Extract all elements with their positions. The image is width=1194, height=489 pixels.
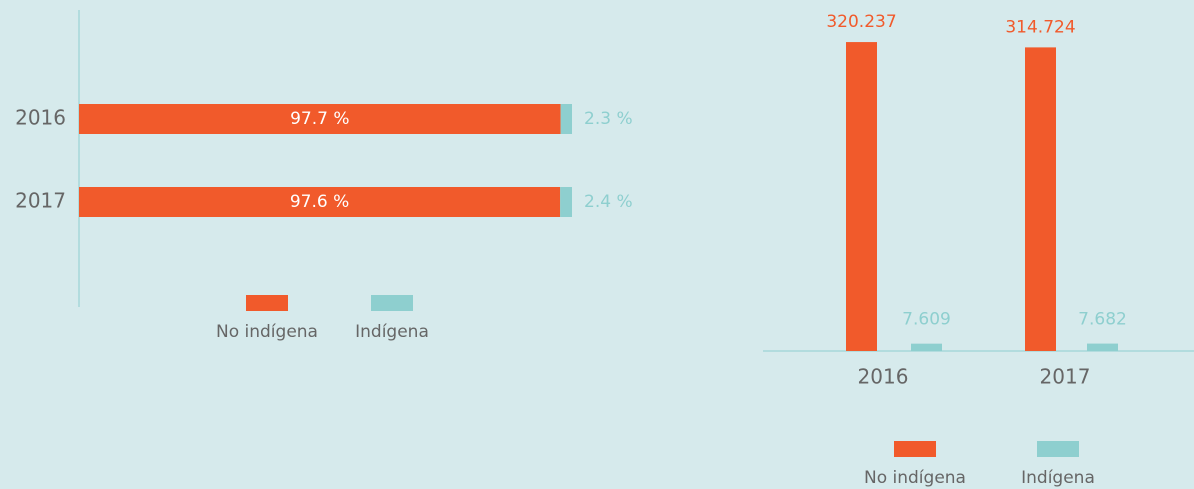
- y-tick-label: 2016: [15, 106, 66, 130]
- bar: [1087, 343, 1118, 351]
- value-label: 320.237: [826, 12, 896, 32]
- legend-label: No indígena: [864, 468, 966, 488]
- value-label: 7.609: [902, 310, 951, 330]
- bar: [1025, 47, 1056, 351]
- y-tick-label: 2017: [15, 189, 66, 213]
- legend-label: Indígena: [1021, 468, 1095, 488]
- legend-label: No indígena: [216, 322, 318, 342]
- bar: [911, 343, 942, 351]
- legend-swatch: [894, 441, 936, 457]
- legend-swatch: [246, 295, 288, 311]
- value-label: 97.7 %: [290, 109, 349, 129]
- value-label: 2.4 %: [584, 192, 633, 212]
- bar-segment: [79, 187, 561, 217]
- legend-swatch: [371, 295, 413, 311]
- bar-segment: [560, 187, 572, 217]
- legend-label: Indígena: [355, 322, 429, 342]
- value-label: 97.6 %: [290, 192, 349, 212]
- legend-swatch: [1037, 441, 1079, 457]
- x-tick-label: 2016: [858, 365, 909, 389]
- bar: [846, 42, 877, 351]
- bar-segment: [560, 104, 572, 134]
- x-tick-label: 2017: [1040, 365, 1091, 389]
- value-label: 2.3 %: [584, 109, 633, 129]
- value-label: 7.682: [1078, 310, 1127, 330]
- value-label: 314.724: [1005, 17, 1075, 37]
- bar-segment: [79, 104, 561, 134]
